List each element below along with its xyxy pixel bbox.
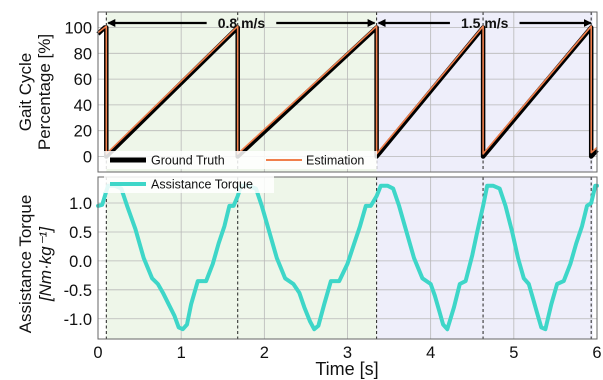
phase-boundaries xyxy=(105,177,592,339)
gait-cycle-panel: 0 20 40 60 80 100 0.8 m/s 1.5 m/s Ground Trut… xyxy=(16,11,599,173)
speed-label-slow: 0.8 m/s xyxy=(218,15,266,31)
y-tick-label: 40 xyxy=(74,97,92,115)
gait-legend-bg xyxy=(104,151,377,169)
torque-frame xyxy=(97,176,598,340)
x-tick-label: 2 xyxy=(260,344,269,362)
y-tick-label: 0 xyxy=(83,149,92,167)
legend-label-estimation: Estimation xyxy=(306,154,364,168)
torque-panel: -1.0 -0.5 0.0 0.5 1.0 0 1 2 3 4 5 6 Assistance Tor… xyxy=(16,175,602,379)
x-tick-label: 1 xyxy=(177,344,186,362)
legend-label-torque: Assistance Torque xyxy=(151,178,253,192)
gait-ylabel-line1: Gait Cycle xyxy=(16,53,35,131)
torque-y-ticks: -1.0 -0.5 0.0 0.5 1.0 xyxy=(64,195,92,329)
speed-annotation-fast: 1.5 m/s xyxy=(377,15,592,31)
y-tick-label: 100 xyxy=(64,19,92,37)
x-tick-label: 5 xyxy=(509,344,518,362)
torque-series xyxy=(96,183,599,332)
x-tick-label: 6 xyxy=(592,344,601,362)
torque-legend-bg xyxy=(104,175,274,193)
x-tick-label: 3 xyxy=(343,344,352,362)
speed-annotation-slow: 0.8 m/s xyxy=(107,15,376,31)
legend-label-ground-truth: Ground Truth xyxy=(151,154,225,168)
y-tick-label: 1.0 xyxy=(69,195,92,213)
torque-ylabel-line2: [Nm·kg⁻¹] xyxy=(36,226,55,302)
torque-legend: Assistance Torque xyxy=(104,175,274,193)
gait-frame xyxy=(97,11,598,173)
y-tick-label: 60 xyxy=(74,71,92,89)
y-tick-label: -1.0 xyxy=(64,311,92,329)
torque-ylabel-line1: Assistance Torque xyxy=(16,195,35,334)
y-tick-label: 80 xyxy=(74,45,92,63)
gait-legend: Ground Truth Estimation xyxy=(104,151,377,169)
y-tick-label: 20 xyxy=(74,123,92,141)
x-tick-label: 4 xyxy=(426,344,435,362)
region-slow xyxy=(106,12,377,172)
y-tick-label: 0.5 xyxy=(69,224,92,242)
x-axis-label: Time [s] xyxy=(315,359,378,379)
gait-y-ticks: 0 20 40 60 80 100 xyxy=(64,19,92,166)
x-tick-label: 0 xyxy=(93,344,102,362)
region-slow xyxy=(106,177,377,339)
series-assistance-torque xyxy=(96,183,599,332)
y-tick-label: 0.0 xyxy=(69,253,92,271)
torque-x-ticks: 0 1 2 3 4 5 6 xyxy=(93,344,601,362)
gait-ylabel-line2: Percentage [%] xyxy=(35,34,54,150)
y-tick-label: -0.5 xyxy=(64,282,92,300)
speed-label-fast: 1.5 m/s xyxy=(461,15,509,31)
